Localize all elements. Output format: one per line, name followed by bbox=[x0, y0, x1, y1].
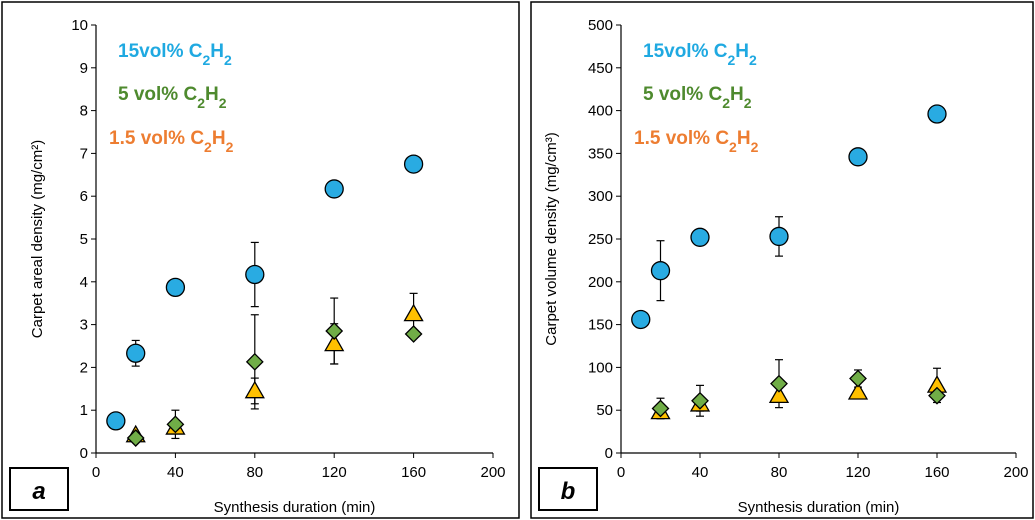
x-tick-label: 0 bbox=[617, 464, 625, 481]
y-tick-label: 50 bbox=[596, 402, 613, 419]
panel-a-ylabel: Carpet areal density (mg/cm²) bbox=[29, 140, 46, 338]
data-point-circle bbox=[650, 261, 671, 281]
x-tick-label: 120 bbox=[322, 464, 347, 481]
panel-b-label-box bbox=[538, 467, 598, 511]
data-point-circle bbox=[403, 154, 424, 174]
x-tick-label: 160 bbox=[924, 464, 949, 481]
y-tick-label: 5 bbox=[80, 231, 88, 248]
x-tick-label: 40 bbox=[692, 464, 709, 481]
y-tick-label: 1 bbox=[80, 402, 88, 419]
x-tick-label: 0 bbox=[92, 464, 100, 481]
data-point-diamond bbox=[928, 386, 946, 405]
y-tick-label: 4 bbox=[80, 274, 88, 291]
data-point-circle bbox=[106, 411, 126, 431]
data-point-triangle bbox=[403, 303, 424, 322]
y-tick-label: 7 bbox=[80, 145, 88, 162]
legend-entry-s1_5: 1.5 vol% C2H2 bbox=[634, 128, 759, 155]
panel-b-marks bbox=[631, 104, 948, 420]
data-point-circle bbox=[769, 226, 789, 247]
y-tick-label: 9 bbox=[80, 60, 88, 77]
panel-b-legend: 15vol% C2H2 5 vol% C2H2 1.5 vol% C2H2 bbox=[634, 41, 759, 155]
data-point-circle bbox=[126, 343, 146, 363]
legend-entry-s5: 5 vol% C2H2 bbox=[118, 84, 227, 111]
y-tick-label: 350 bbox=[588, 145, 613, 162]
y-tick-label: 8 bbox=[80, 103, 88, 120]
y-tick-label: 3 bbox=[80, 317, 88, 334]
data-point-circle bbox=[690, 227, 710, 247]
data-point-circle bbox=[927, 104, 947, 124]
panel-b: 0 50 100 150 200 250 300 350 400 450 500 0 40 80 120 1… bbox=[530, 1, 1034, 519]
panel-b-yticks: 0 50 100 150 200 250 300 350 400 450 500 bbox=[588, 17, 621, 462]
data-point-diamond bbox=[651, 399, 670, 418]
data-point-circle bbox=[245, 264, 265, 285]
data-point-circle bbox=[631, 309, 651, 330]
data-point-diamond bbox=[325, 322, 344, 340]
y-tick-label: 150 bbox=[588, 317, 613, 334]
x-tick-label: 200 bbox=[1003, 464, 1028, 481]
panel-a-yticks: 0 1 2 3 4 5 6 7 8 9 10 bbox=[71, 17, 96, 462]
y-tick-label: 0 bbox=[605, 445, 613, 462]
data-point-diamond bbox=[691, 391, 709, 410]
y-tick-label: 10 bbox=[71, 17, 88, 34]
legend-entry-s15: 15vol% C2H2 bbox=[118, 41, 232, 68]
data-point-diamond bbox=[166, 415, 185, 434]
y-tick-label: 450 bbox=[588, 60, 613, 77]
panel-a-label-box bbox=[9, 467, 69, 511]
y-tick-label: 2 bbox=[80, 359, 88, 376]
legend-entry-s15: 15vol% C2H2 bbox=[643, 41, 757, 68]
data-point-triangle bbox=[768, 385, 790, 404]
panel-b-frame bbox=[530, 1, 1034, 519]
x-tick-label: 120 bbox=[845, 464, 870, 481]
panel-a-xlabel: Synthesis duration (min) bbox=[214, 499, 376, 516]
panel-a-xticks: 0 40 80 120 160 200 bbox=[92, 453, 506, 481]
x-tick-label: 80 bbox=[246, 464, 263, 481]
y-tick-label: 0 bbox=[80, 445, 88, 462]
panel-a-frame bbox=[1, 1, 520, 519]
data-point-diamond bbox=[126, 429, 145, 447]
x-tick-label: 160 bbox=[401, 464, 426, 481]
panel-a-errorbars bbox=[131, 241, 418, 440]
y-tick-label: 6 bbox=[80, 188, 88, 205]
y-tick-label: 300 bbox=[588, 188, 613, 205]
x-tick-label: 200 bbox=[480, 464, 505, 481]
y-tick-label: 250 bbox=[588, 231, 613, 248]
x-tick-label: 80 bbox=[771, 464, 788, 481]
data-point-triangle bbox=[324, 333, 345, 352]
y-tick-label: 200 bbox=[588, 274, 613, 291]
legend-entry-s5: 5 vol% C2H2 bbox=[643, 84, 752, 111]
data-point-circle bbox=[324, 179, 344, 199]
data-point-triangle bbox=[244, 380, 265, 399]
x-tick-label: 40 bbox=[167, 464, 184, 481]
panel-b-xlabel: Synthesis duration (min) bbox=[738, 499, 900, 516]
panel-a-label: a bbox=[32, 478, 45, 505]
data-point-diamond bbox=[404, 325, 423, 343]
panel-a-legend: 15vol% C2H2 5 vol% C2H2 1.5 vol% C2H2 bbox=[109, 41, 234, 155]
panel-a-marks bbox=[106, 154, 424, 447]
panel-b-errorbars bbox=[656, 216, 941, 420]
y-tick-label: 500 bbox=[588, 17, 613, 34]
legend-entry-s1_5: 1.5 vol% C2H2 bbox=[109, 128, 234, 155]
panel-b-ylabel: Carpet volume density (mg/cm³) bbox=[543, 132, 560, 345]
y-tick-label: 100 bbox=[588, 359, 613, 376]
data-point-diamond bbox=[770, 374, 788, 393]
data-point-circle bbox=[165, 277, 186, 298]
y-tick-label: 400 bbox=[588, 103, 613, 120]
panel-a: 0 1 2 3 4 5 6 7 8 9 10 0 40 80 120 160 200 Carpet areal… bbox=[1, 1, 520, 519]
data-point-diamond bbox=[245, 352, 264, 371]
panel-b-label: b bbox=[561, 478, 576, 505]
data-point-circle bbox=[848, 147, 868, 167]
data-point-triangle bbox=[847, 381, 869, 400]
data-point-diamond bbox=[849, 369, 867, 388]
panel-b-xticks: 0 40 80 120 160 200 bbox=[617, 453, 1029, 481]
